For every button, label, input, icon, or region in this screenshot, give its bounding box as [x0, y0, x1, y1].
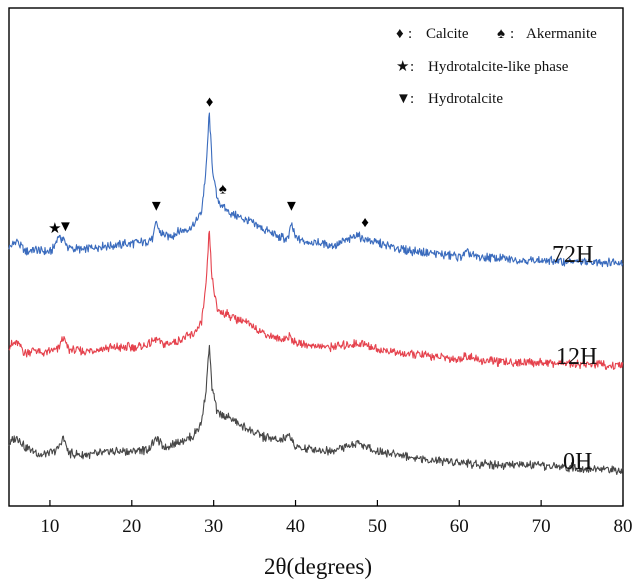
series-label-0h: 0H	[563, 449, 592, 475]
legend-entry-1-symbol: ♠	[497, 26, 505, 42]
legend-colon: :	[408, 26, 412, 42]
series-line-0h	[8, 344, 624, 476]
peak-marker: ♠	[219, 182, 227, 198]
series-label-12h: 12H	[556, 344, 597, 370]
peak-marker: ▼	[58, 219, 73, 235]
x-axis-title: 2θ(degrees)	[264, 554, 372, 579]
legend-entry-0-label: Calcite	[426, 26, 469, 42]
legend-colon: :	[510, 26, 514, 42]
x-axis-ticks: 10 20 30 40 50 60 70 80	[40, 500, 633, 537]
series-line-72h	[8, 112, 624, 268]
series-group	[8, 112, 624, 476]
x-tick-label: 70	[532, 516, 551, 537]
legend-entry-3-symbol: ▼	[396, 91, 411, 107]
peak-marker-group: ★▼▼♦♠▼♦	[48, 95, 369, 238]
legend-entry-0-symbol: ♦	[396, 26, 404, 42]
legend-entry-2-symbol: ★	[396, 59, 409, 75]
x-tick-label: 30	[204, 516, 223, 537]
x-tick-label: 50	[368, 516, 387, 537]
plot-border	[8, 7, 624, 507]
peak-marker: ♦	[206, 95, 214, 111]
peak-marker: ♦	[361, 215, 369, 231]
series-label-72h: 72H	[552, 242, 593, 268]
legend-colon: :	[410, 91, 414, 107]
peak-marker: ★	[48, 221, 61, 237]
plot-frame	[8, 7, 624, 507]
legend: ♦ : Calcite ♠ : Akermanite ★ : Hydrotalc…	[396, 26, 597, 107]
legend-entry-2-label: Hydrotalcite-like phase	[428, 59, 569, 75]
peak-marker: ▼	[284, 198, 299, 214]
x-tick-label: 60	[450, 516, 469, 537]
x-tick-label: 20	[122, 516, 141, 537]
legend-entry-3-label: Hydrotalcite	[428, 91, 503, 107]
x-tick-label: 80	[614, 516, 633, 537]
series-line-12h	[8, 230, 624, 370]
x-tick-label: 10	[40, 516, 59, 537]
peak-marker: ▼	[149, 198, 164, 214]
x-tick-label: 40	[286, 516, 305, 537]
legend-colon: :	[410, 59, 414, 75]
legend-entry-1-label: Akermanite	[526, 26, 597, 42]
